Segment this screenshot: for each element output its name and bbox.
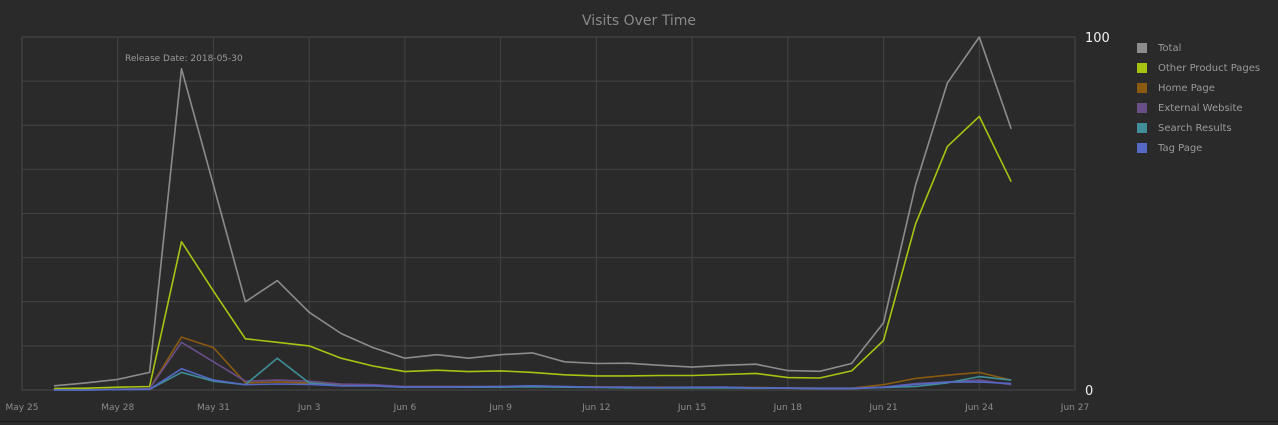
legend-label: External Website [1158,102,1243,114]
x-tick-label: Jun 15 [677,403,706,413]
legend-label: Tag Page [1158,142,1203,154]
x-tick-label: Jun 9 [488,403,512,413]
legend-label: Total [1158,42,1182,54]
legend-label: Other Product Pages [1158,62,1261,74]
series-lines [53,36,1012,391]
x-tick-label: Jun 12 [581,403,610,413]
x-tick-label: Jun 21 [868,403,897,413]
legend-item-other-product-pages[interactable]: Other Product Pages [1137,58,1272,78]
x-tick-label: May 25 [6,403,39,413]
series-line-external-website [53,341,1012,391]
x-tick-label: Jun 18 [773,403,803,413]
x-tick-label: Jun 24 [964,403,994,413]
y-axis-ticks: 0 100 [1085,31,1110,399]
legend-swatch [1137,83,1147,93]
legend-swatch [1137,103,1147,113]
series-line-total [53,36,1012,387]
legend-item-external-website[interactable]: External Website [1137,98,1272,118]
x-axis-ticks: May 25 May 28 May 31 Jun 3 Jun 6 Jun 9 Jun 12 J… [6,403,1090,413]
grid-lines [21,36,1076,391]
series-line-home-page [53,336,1012,391]
chart-legend: Total Other Product Pages Home Page Externa… [1137,38,1272,158]
series-line-other-product-pages [53,115,1012,390]
release-date-annotation: Release Date: 2018-05-30 [125,54,243,64]
legend-label: Home Page [1158,82,1215,94]
legend-item-tag-page[interactable]: Tag Page [1137,138,1272,158]
y-tick-label: 0 [1085,384,1093,399]
chart-title: Visits Over Time [582,13,696,29]
legend-item-home-page[interactable]: Home Page [1137,78,1272,98]
legend-swatch [1137,63,1147,73]
x-tick-label: Jun 3 [297,403,321,413]
legend-item-total[interactable]: Total [1137,38,1272,58]
x-tick-label: Jun 6 [393,403,417,413]
x-tick-label: May 28 [101,403,134,413]
legend-swatch [1137,143,1147,153]
legend-label: Search Results [1158,122,1232,134]
legend-swatch [1137,123,1147,133]
legend-item-search-results[interactable]: Search Results [1137,118,1272,138]
legend-swatch [1137,43,1147,53]
x-tick-label: May 31 [197,403,230,413]
x-tick-label: Jun 27 [1060,403,1089,413]
y-tick-label: 100 [1085,31,1110,46]
series-line-tag-page [53,367,1012,391]
